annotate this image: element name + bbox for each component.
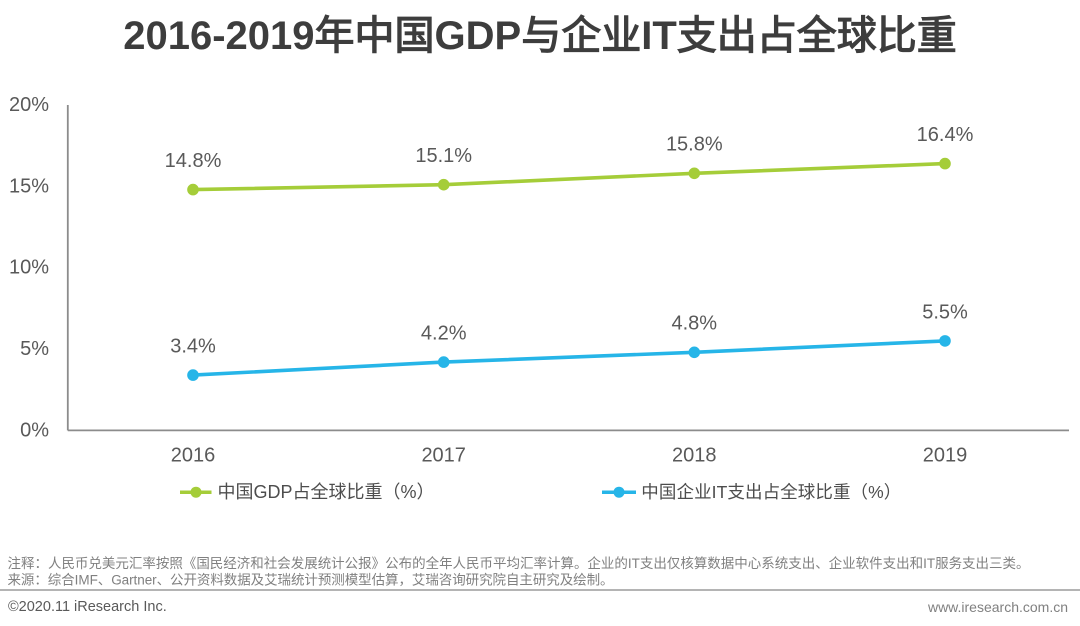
svg-text:5%: 5% [20,338,49,360]
svg-text:16.4%: 16.4% [917,124,974,146]
svg-text:10%: 10% [9,257,49,279]
svg-text:3.4%: 3.4% [170,336,216,358]
svg-text:4.8%: 4.8% [672,313,718,335]
svg-text:5.5%: 5.5% [922,301,968,323]
svg-text:中国GDP占全球比重（%）: 中国GDP占全球比重（%） [218,482,435,502]
svg-text:15.8%: 15.8% [666,134,723,156]
svg-text:2019: 2019 [923,445,968,467]
svg-text:注释：人民币兑美元汇率按照《国民经济和社会发展统计公报》公布: 注释：人民币兑美元汇率按照《国民经济和社会发展统计公报》公布的全年人民币平均汇率… [8,555,1030,571]
svg-text:14.8%: 14.8% [165,150,222,172]
svg-text:2016-2019年中国GDP与企业IT支出占全球比重: 2016-2019年中国GDP与企业IT支出占全球比重 [123,13,957,58]
svg-text:中国企业IT支出占全球比重（%）: 中国企业IT支出占全球比重（%） [641,482,901,502]
svg-text:www.iresearch.com.cn: www.iresearch.com.cn [927,599,1068,615]
svg-text:©2020.11 iResearch Inc.: ©2020.11 iResearch Inc. [8,599,167,615]
svg-text:15.1%: 15.1% [415,145,472,167]
svg-text:来源：综合IMF、Gartner、公开资料数据及艾瑞统计预测: 来源：综合IMF、Gartner、公开资料数据及艾瑞统计预测模型估算，艾瑞咨询研… [8,573,614,588]
svg-text:0%: 0% [20,419,49,441]
svg-text:15%: 15% [9,175,49,197]
svg-text:20%: 20% [9,94,49,116]
svg-text:2016: 2016 [171,445,216,467]
svg-text:2017: 2017 [421,445,466,467]
svg-text:2018: 2018 [672,445,717,467]
svg-text:4.2%: 4.2% [421,323,467,345]
